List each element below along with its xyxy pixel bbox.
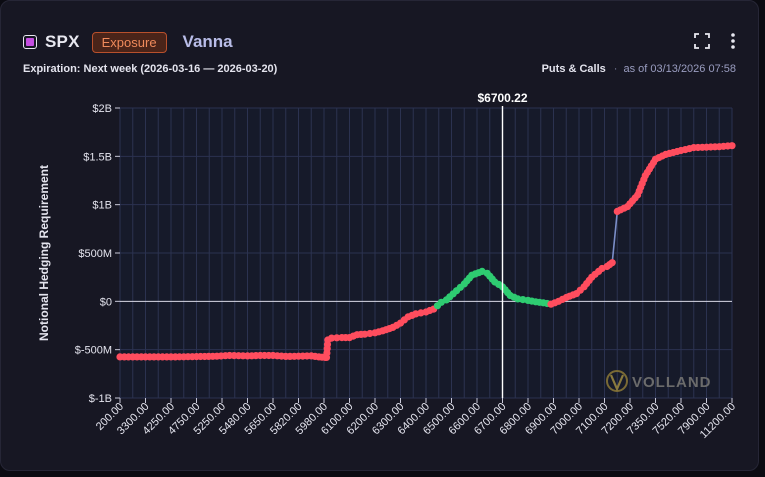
y-axis-label: Notional Hedging Requirement: [37, 165, 51, 341]
expand-icon[interactable]: [694, 33, 710, 49]
chart-header: SPX Exposure Vanna: [23, 31, 233, 53]
data-point: [608, 259, 616, 267]
spot-price-label: $6700.22: [477, 91, 527, 105]
symbol-label: SPX: [45, 32, 80, 51]
separator-dot: ·: [613, 63, 618, 75]
greek-label[interactable]: Vanna: [182, 32, 233, 51]
exposure-badge[interactable]: Exposure: [91, 31, 167, 53]
y-tick-label: $-1B: [89, 393, 112, 405]
y-tick-label: $1B: [92, 200, 112, 212]
data-point: [728, 142, 736, 150]
grid: [119, 107, 733, 399]
watermark-text: VOLLAND: [632, 374, 712, 391]
square-icon: [23, 35, 37, 49]
y-tick-label: $-500M: [75, 345, 112, 357]
meta-info: Puts & Calls · as of 03/13/2026 07:58: [542, 63, 736, 75]
series-group: [116, 142, 736, 361]
y-tick-label: $1.5B: [83, 151, 112, 163]
expiration-text: Expiration: Next week (2026-03-16 — 2026…: [23, 63, 278, 75]
puts-calls-label[interactable]: Puts & Calls: [541, 63, 606, 75]
y-tick-label: $0: [100, 296, 112, 308]
data-point: [328, 334, 336, 342]
y-tick-label: $2B: [92, 103, 112, 115]
spot-marker: $6700.22: [477, 91, 528, 398]
as-of-timestamp: as of 03/13/2026 07:58: [623, 63, 736, 75]
y-tick-label: $500M: [78, 248, 112, 260]
volland-logo-icon: [606, 370, 628, 392]
more-vertical-icon[interactable]: [728, 32, 738, 50]
watermark: VOLLAND: [606, 370, 712, 392]
data-point: [333, 334, 341, 342]
